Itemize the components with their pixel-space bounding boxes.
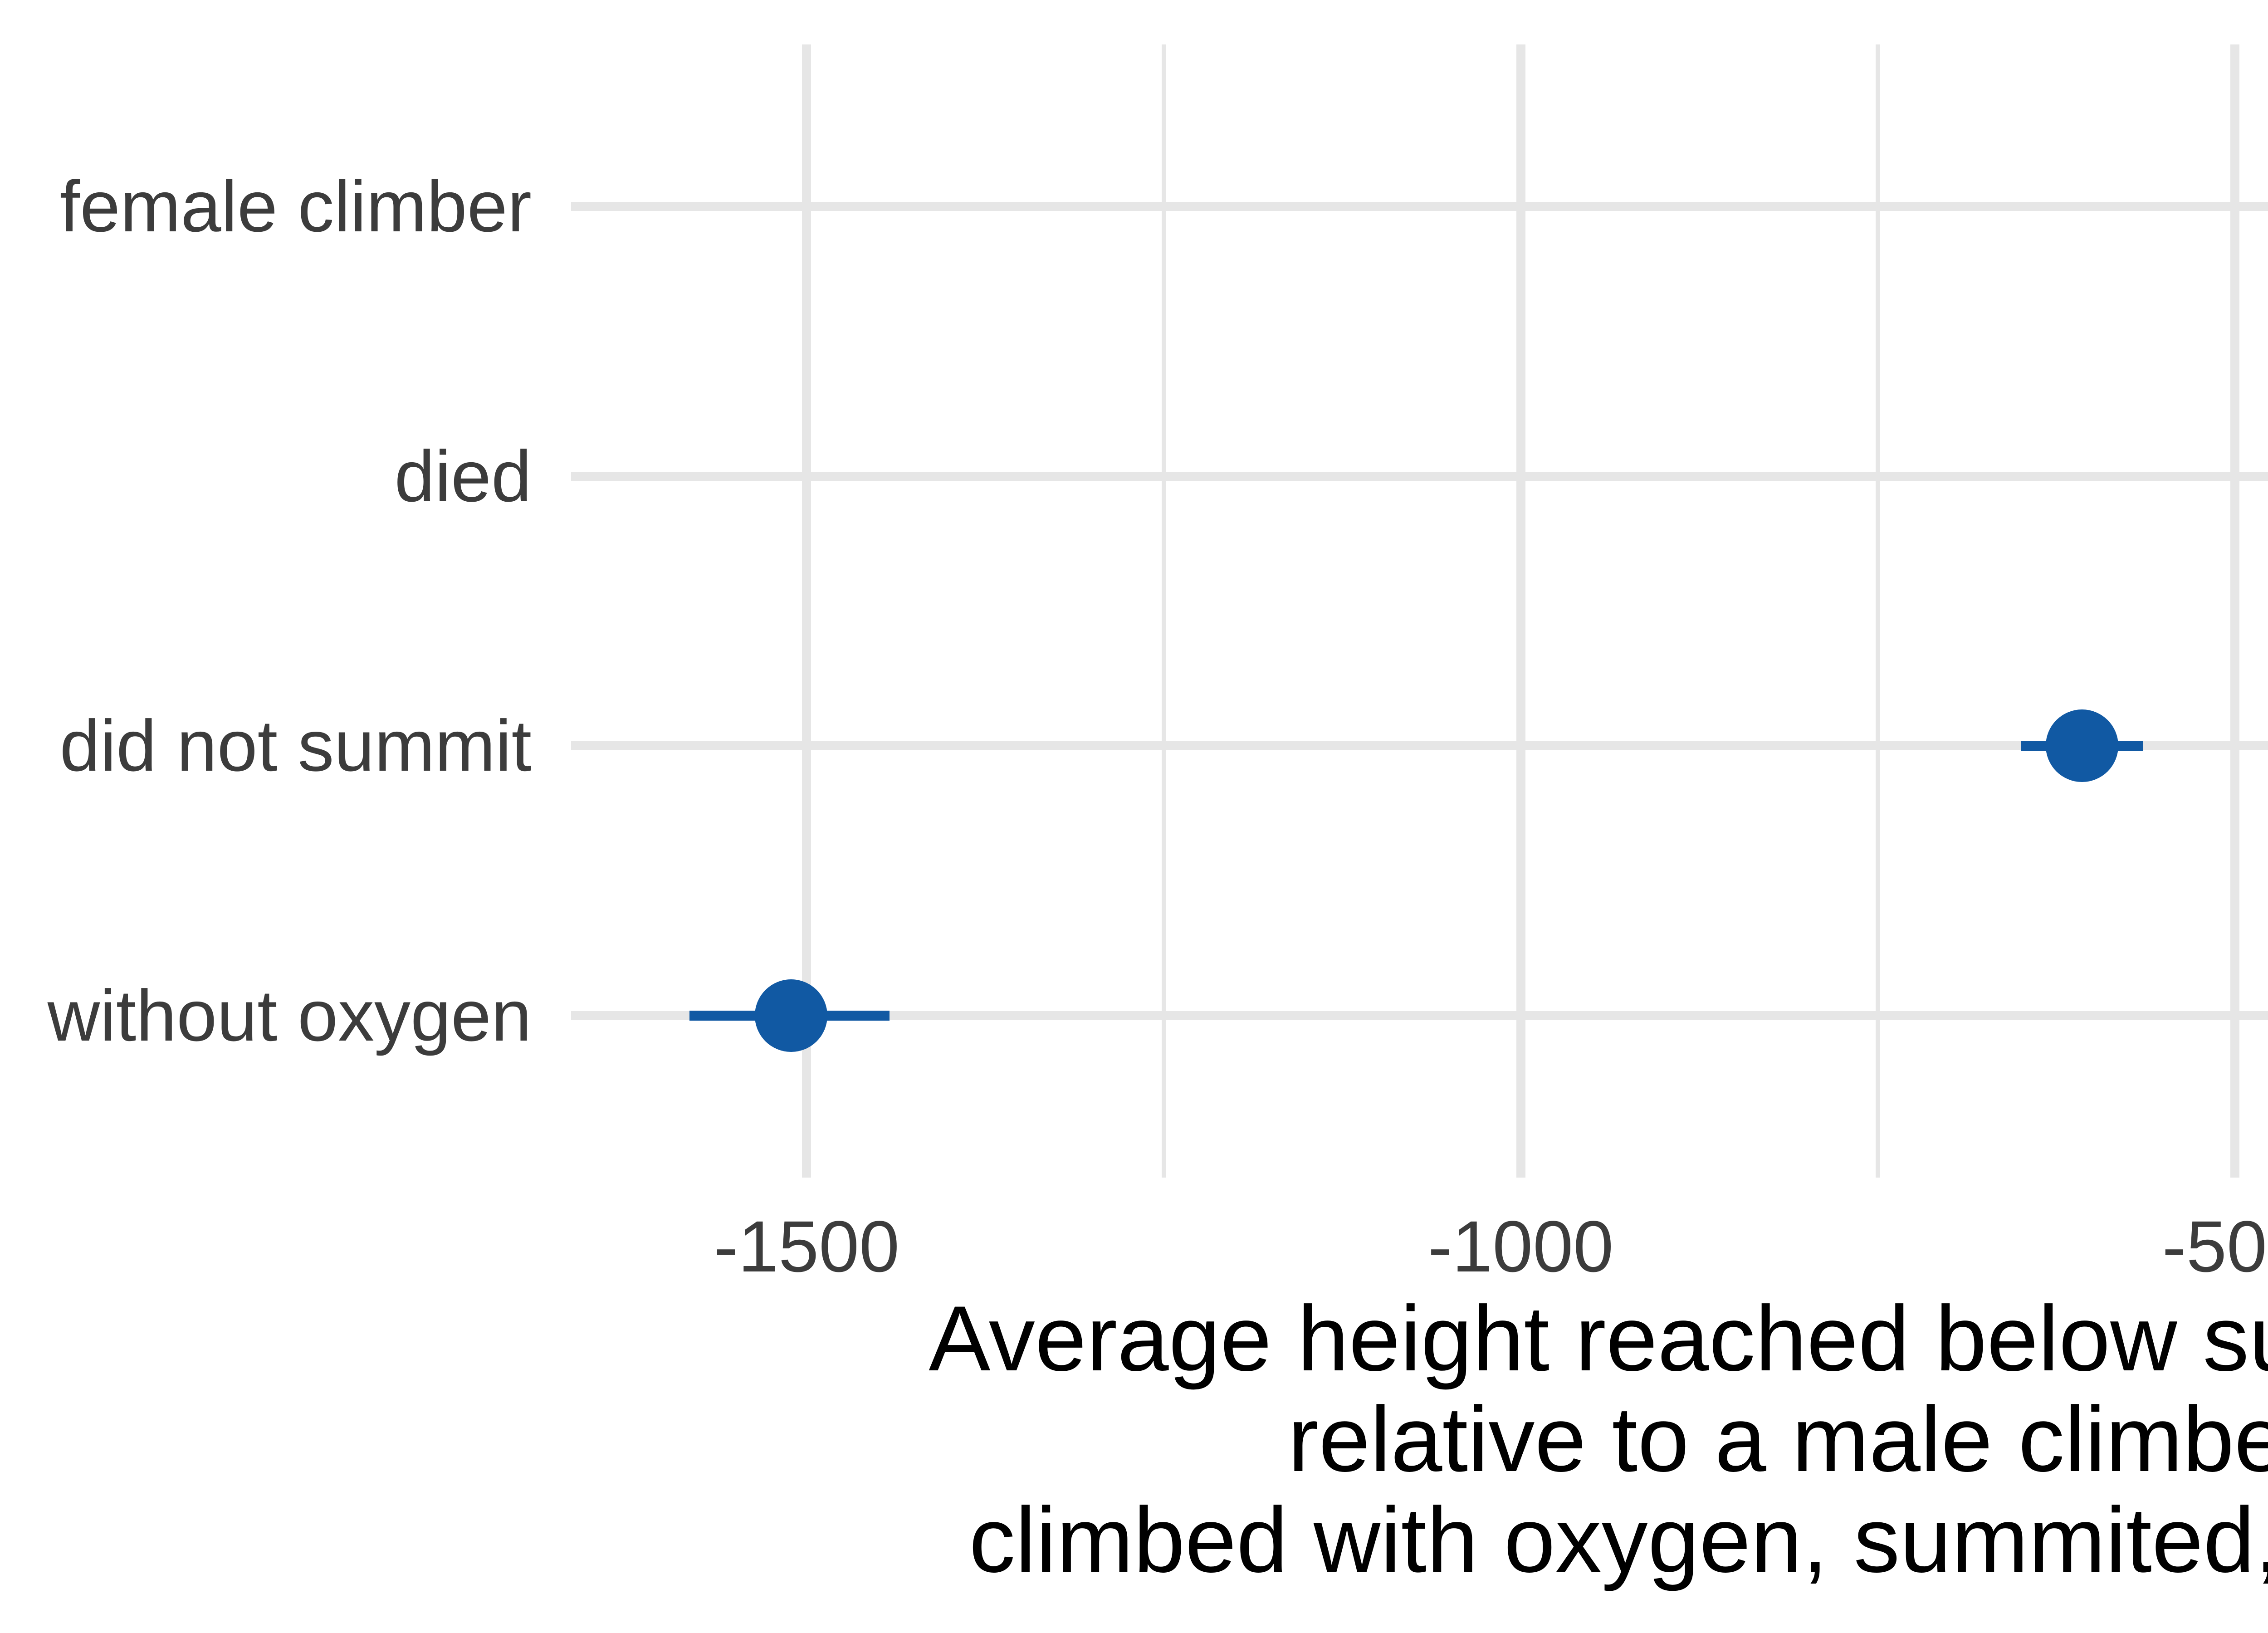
gridline-major-x--1500 xyxy=(802,44,811,1178)
y-tick-label-did-not-summit: did not summit xyxy=(59,705,532,787)
gridline-minor-x--1250 xyxy=(1161,44,1166,1178)
point-estimate-without-oxygen xyxy=(754,979,827,1052)
x-axis-title-line-3: climbed with oxygen, summited, and survi… xyxy=(969,1488,2268,1592)
x-tick-label--1000: -1000 xyxy=(1428,1206,1614,1287)
y-tick-label-female-climber: female climber xyxy=(59,165,532,247)
x-tick-label--500: -500 xyxy=(2162,1206,2268,1287)
gridline-row-did-not-summit xyxy=(571,741,2268,751)
gridline-row-without-oxygen xyxy=(571,1011,2268,1021)
y-tick-label-died: died xyxy=(394,435,532,517)
x-axis-title-line-1: Average height reached below summit (met… xyxy=(929,1287,2268,1390)
x-axis-title-line-2: relative to a male climber who xyxy=(1288,1388,2268,1491)
gridline-row-female-climber xyxy=(571,201,2268,211)
y-tick-label-without-oxygen: without oxygen xyxy=(47,975,532,1056)
gridline-minor-x--750 xyxy=(1875,44,1880,1178)
gridline-row-died xyxy=(571,471,2268,481)
point-estimate-did-not-summit xyxy=(2045,709,2118,782)
gridline-major-x--1000 xyxy=(1516,44,1525,1178)
x-tick-label--1500: -1500 xyxy=(714,1206,900,1287)
x-axis-title: Average height reached below summit (met… xyxy=(571,1288,2268,1590)
gridline-major-x--500 xyxy=(2230,44,2239,1178)
plot-panel xyxy=(571,44,2268,1178)
